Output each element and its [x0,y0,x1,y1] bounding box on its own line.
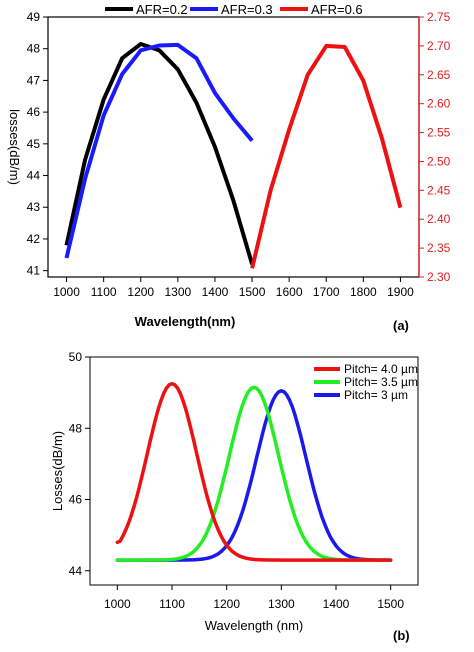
chart-a-y-tick-label: 47 [27,73,41,87]
chart-b-y-tick-label: 46 [69,493,83,507]
chart-b-x-tick-label: 1500 [377,597,404,611]
chart-b-x-tick-label: 1200 [213,597,240,611]
chart-b-plot-frame [89,356,419,586]
chart-b: 1000 1100 1200 1300 1400 1500 44 46 48 50 Pitch= … [50,350,419,643]
chart-a-right-tick-label: 2.45 [427,183,451,197]
chart-a-x-tick-label: 1500 [239,285,266,299]
chart-a-y-tick-label: 49 [27,10,41,24]
chart-a-x-tick-label: 1300 [164,285,191,299]
chart-b-y-tick-label: 50 [69,350,83,364]
chart-a-y-tick-label: 42 [27,232,41,246]
chart-a-x-tick-label: 1400 [202,285,229,299]
chart-a-right-tick-label: 2.65 [427,68,451,82]
chart-b-x-tick-label: 1300 [268,597,295,611]
chart-a-y-tick-label: 48 [27,42,41,56]
chart-b-x-tick-label: 1000 [104,597,131,611]
chart-a-x-tick-label: 1600 [276,285,303,299]
chart-a-right-tick-label: 2.40 [427,212,451,226]
chart-a-x-tick-label: 1000 [53,285,80,299]
chart-b-x-tick-label: 1400 [323,597,350,611]
chart-b-y-axis-label: Losses(dB/m) [50,431,65,511]
chart-a-x-tick-label: 1900 [387,285,414,299]
chart-a-series-line-1 [64,42,255,265]
chart-b-y-tick-label: 44 [69,564,83,578]
chart-b-panel-label: (b) [393,628,410,643]
chart-a-y-axis-label: losses(dB/m) [7,109,22,185]
chart-a-plot-frame [47,16,420,278]
chart-a-y-tick-label: 41 [27,264,41,278]
chart-b-legend-label: Pitch= 3 µm [344,388,408,402]
chart-a-x-tick-label: 1700 [313,285,340,299]
chart-b-series-line-1 [115,381,393,562]
chart-b-x-axis-label: Wavelength (nm) [205,618,304,633]
chart-b-legend-label: Pitch= 4.0 µm [344,362,418,376]
chart-b-series-line-3 [115,389,393,562]
chart-a-y-tick-label: 44 [27,169,41,183]
chart-a-series-line-2 [64,42,254,259]
chart-a-right-tick-label: 2.70 [427,39,451,53]
chart-a-series-line-3 [250,43,403,269]
chart-a-legend-label: AFR=0.3 [221,2,273,17]
chart-a-right-tick-label: 2.55 [427,126,451,140]
chart-a-x-tick-label: 1200 [127,285,154,299]
chart-a-right-tick-label: 2.35 [427,241,451,255]
chart-a-y-tick-label: 43 [27,200,41,214]
chart-b-x-tick-label: 1100 [159,597,185,611]
chart-a-right-tick-label: 2.30 [427,270,451,284]
chart-a-right-tick-label: 2.75 [427,10,451,24]
chart-a-x-tick-label: 1100 [91,285,117,299]
chart-a-legend-label: AFR=0.2 [136,2,188,17]
chart-a-right-tick-label: 2.60 [427,97,451,111]
chart-a-x-tick-label: 1800 [350,285,377,299]
chart-a-legend-label: AFR=0.6 [311,2,363,17]
chart-a-y-tick-label: 45 [27,137,41,151]
chart-a-right-tick-label: 2.50 [427,154,451,168]
chart-a-y-tick-label: 46 [27,105,41,119]
chart-a-x-axis-label: Wavelength(nm) [135,314,236,329]
chart-a: 1000 1100 1200 1300 1400 1500 1600 1700 1800 1900… [7,2,451,333]
chart-a-panel-label: (a) [393,318,409,333]
chart-b-legend-label: Pitch= 3.5 µm [344,375,418,389]
chart-b-y-tick-label: 48 [69,421,83,435]
